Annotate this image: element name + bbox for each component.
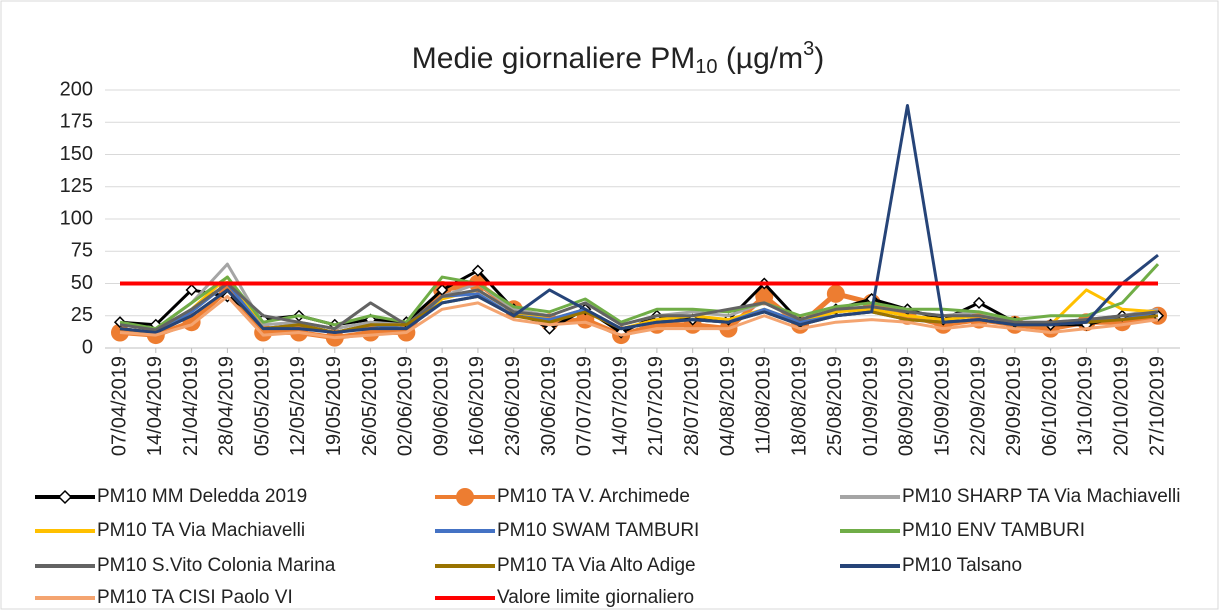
series-line: [119, 263, 1160, 331]
data-point: [185, 283, 198, 297]
x-tick-label: 22/09/2019: [967, 356, 989, 456]
data-point: [471, 264, 484, 277]
data-point: [972, 296, 986, 309]
x-tick-label: 26/05/2019: [359, 356, 381, 456]
x-tick-label: 06/10/2019: [1039, 356, 1061, 456]
legend-label: PM10 TA CISI Paolo VI: [97, 587, 293, 608]
x-tick-label: 02/06/2019: [395, 356, 417, 456]
x-tick-label: 25/08/2019: [824, 356, 846, 456]
x-tick-label: 30/06/2019: [538, 356, 560, 456]
y-tick-label: 150: [60, 143, 93, 165]
x-tick-label: 28/07/2019: [681, 356, 703, 456]
legend-marker: [57, 489, 73, 505]
title-text: (µg/m: [717, 42, 803, 75]
legend-label: PM10 S.Vito Colonia Marina: [97, 555, 336, 576]
title-subscript: 10: [695, 56, 717, 78]
title-text: Medie giornaliere PM: [412, 42, 695, 75]
y-tick-label: 50: [71, 272, 93, 294]
title-superscript: 3: [803, 38, 814, 60]
legend-label: PM10 TA Via Alto Adige: [497, 555, 696, 576]
x-tick-label: 19/05/2019: [323, 356, 345, 456]
x-tick-label: 23/06/2019: [502, 356, 524, 456]
x-tick-label: 29/09/2019: [1003, 356, 1025, 456]
series-line: [119, 103, 1159, 335]
series-line: [119, 282, 1159, 332]
x-tick-label: 15/09/2019: [932, 356, 954, 456]
x-tick-label: 07/07/2019: [574, 356, 596, 456]
legend-label: PM10 MM Deledda 2019: [97, 486, 307, 507]
data-point: [755, 287, 774, 306]
y-tick-label: 0: [82, 336, 93, 358]
data-point: [543, 322, 556, 335]
legend: PM10 MM Deledda 2019 PM10 TA V. Archimede…: [35, 486, 1180, 608]
y-tick-label: 200: [60, 78, 93, 100]
x-tick-label: 07/04/2019: [108, 356, 130, 456]
y-tick-label: 125: [60, 175, 93, 197]
chart-title: Medie giornaliere PM10 (µg/m3): [412, 38, 824, 78]
plot-area: [111, 103, 1167, 347]
x-tick-label: 16/06/2019: [466, 356, 488, 456]
legend-label: PM10 SWAM TAMBURI: [497, 520, 699, 541]
x-tick-label: 14/07/2019: [609, 356, 631, 456]
x-tick-label: 28/04/2019: [216, 356, 238, 456]
x-tick-label: 21/04/2019: [180, 356, 202, 456]
x-tick-label: 09/06/2019: [430, 356, 452, 456]
y-tick-label: 25: [71, 304, 93, 326]
legend-label: Valore limite giornaliero: [497, 587, 694, 608]
series-line: [119, 294, 1159, 340]
y-tick-label: 75: [71, 240, 93, 262]
legend-label: PM10 ENV TAMBURI: [902, 520, 1085, 541]
y-tick-label: 175: [60, 111, 93, 133]
legend-marker: [456, 488, 474, 506]
x-tick-label: 14/04/2019: [144, 356, 166, 456]
legend-label: PM10 Talsano: [902, 555, 1022, 576]
y-tick-label: 100: [60, 207, 93, 229]
x-tick-label: 13/10/2019: [1075, 356, 1097, 456]
x-tick-label: 08/09/2019: [896, 356, 918, 456]
x-tick-label: 11/08/2019: [753, 356, 775, 455]
x-tick-label: 12/05/2019: [287, 356, 309, 456]
x-tick-label: 18/08/2019: [788, 356, 810, 456]
x-tick-label: 01/09/2019: [860, 356, 882, 456]
legend-label: PM10 TA V. Archimede: [497, 486, 690, 507]
x-tick-label: 27/10/2019: [1146, 356, 1168, 456]
x-tick-label: 21/07/2019: [645, 356, 667, 456]
x-tick-label: 04/08/2019: [717, 356, 739, 456]
data-point: [826, 284, 845, 303]
title-text: ): [814, 42, 824, 75]
legend-label: PM10 SHARP TA Via Machiavelli: [902, 486, 1180, 507]
legend-label: PM10 TA Via Machiavelli: [97, 520, 305, 541]
x-tick-label: 05/05/2019: [251, 356, 273, 456]
axes: 0 25 50 75 100 125 150 175 200 07/04/2019 14/04/20…: [60, 78, 1180, 456]
x-tick-label: 20/10/2019: [1110, 356, 1132, 456]
